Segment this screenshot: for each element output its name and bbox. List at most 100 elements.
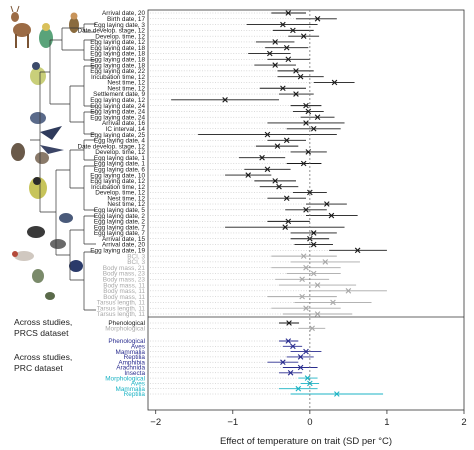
estimate-marker	[300, 253, 307, 259]
estimate-marker	[286, 320, 292, 326]
estimate-marker	[264, 131, 271, 138]
row-label: Egg laying date, 24	[90, 114, 145, 121]
estimate-marker	[300, 160, 307, 167]
estimate-marker	[259, 154, 265, 161]
estimate-marker	[314, 282, 321, 288]
row-label: BCI, 3	[127, 259, 145, 266]
row-label: Body mass, 11	[103, 288, 145, 295]
estimate-marker	[303, 305, 309, 312]
row-label: Tarsus length, 11	[97, 305, 146, 312]
estimate-marker	[331, 79, 338, 86]
row-label: Insecta	[124, 370, 145, 377]
x-tick-label: 2	[461, 417, 466, 428]
row-label: Egg laying date, 3	[94, 22, 146, 29]
estimate-marker	[276, 183, 282, 190]
estimate-marker	[293, 68, 299, 74]
row-label: Egg laying date, 18	[90, 62, 145, 69]
row-label: BCI, 3	[127, 253, 145, 260]
estimate-marker	[322, 259, 329, 265]
row-label: Egg laying date, 7	[94, 230, 146, 237]
row-label: Birth date, 17	[107, 16, 145, 23]
row-label: IC interval, 14	[106, 126, 146, 133]
estimate-marker	[287, 370, 294, 376]
estimate-marker	[305, 108, 312, 115]
estimate-marker	[330, 299, 336, 306]
plot-frame	[147, 9, 465, 411]
row-label: Body mass, 11	[103, 282, 145, 289]
estimate-marker	[314, 114, 321, 120]
row-label: Date develop. stage, 12	[77, 143, 145, 150]
row-label: Egg laying date, 22	[90, 68, 145, 75]
row-label: Body mass, 21	[103, 265, 146, 272]
estimate-marker	[285, 338, 292, 344]
row-label: Egg laying date, 2	[94, 219, 146, 226]
row-label: Phenological	[108, 320, 145, 327]
row-label: Egg laying date, 1	[94, 161, 146, 168]
x-tick-label: 1	[384, 417, 389, 428]
estimate-marker	[297, 73, 304, 80]
row-label: Egg laying date, 19	[90, 248, 145, 255]
estimate-marker	[303, 207, 309, 213]
estimate-marker	[303, 348, 309, 355]
row-label: Develop. time, 12	[95, 149, 145, 156]
estimate-marker	[245, 172, 251, 178]
row-label: Egg laying date, 4	[94, 138, 146, 145]
row-label: Morphological	[105, 375, 145, 382]
row-label: Egg laying date, 24	[90, 109, 145, 116]
x-tick-label: −2	[150, 417, 161, 428]
estimate-marker	[280, 21, 286, 28]
kingfisher-icon	[69, 12, 79, 33]
row-label: Mammalia	[116, 349, 146, 356]
row-label: Egg laying date, 6	[94, 166, 146, 173]
squirrel-icon	[11, 143, 49, 164]
row-label: Develop. time, 12	[95, 190, 145, 197]
section-label-prcs: Across studies, PRCS dataset	[14, 317, 75, 338]
bee-eater-icon	[39, 23, 53, 48]
crane-icon	[32, 269, 55, 300]
swallow-icon	[40, 126, 64, 154]
estimate-marker	[309, 325, 315, 332]
estimate-marker	[283, 137, 290, 144]
estimate-marker	[310, 230, 317, 236]
estimate-marker	[272, 39, 278, 45]
estimate-marker	[290, 343, 296, 350]
row-label: Body mass, 11	[103, 294, 145, 301]
estimate-marker	[272, 178, 278, 184]
estimate-marker	[280, 85, 286, 92]
row-label: Incubation time, 12	[91, 184, 145, 191]
row-label: Nest time, 12	[107, 80, 145, 87]
estimate-marker	[345, 288, 352, 294]
estimate-marker	[282, 224, 288, 230]
row-label: Reptilia	[124, 354, 146, 361]
row-label: Aves	[131, 344, 145, 351]
row-label: Egg laying date, 18	[90, 51, 145, 58]
estimate-marker	[290, 27, 296, 34]
estimate-marker	[285, 218, 292, 225]
row-label: Arrival date, 20	[102, 10, 145, 17]
estimate-marker	[266, 50, 273, 57]
estimate-marker	[307, 189, 313, 196]
tit-icon	[30, 62, 46, 124]
row-label: Morphological	[105, 326, 145, 333]
row-label: Incubation time, 12	[91, 74, 145, 81]
row-label: Egg laying date, 1	[94, 155, 146, 162]
row-label: Arachnida	[116, 365, 145, 372]
section-label-prcs-line1: Across studies,	[14, 317, 72, 327]
row-label: Egg laying date, 24	[90, 103, 145, 110]
estimate-marker	[297, 354, 304, 360]
row-label: Phenological	[108, 338, 145, 345]
estimate-marker	[297, 364, 304, 371]
estimate-marker	[295, 385, 302, 392]
row-label: Nest time, 12	[107, 201, 145, 208]
estimate-marker	[310, 270, 317, 277]
row-label: Egg laying date, 12	[90, 97, 145, 104]
row-label: Arrival date, 20	[102, 242, 145, 249]
row-label: Egg laying date, 12	[90, 178, 145, 185]
row-label: Date develop. stage, 12	[77, 28, 145, 35]
estimate-marker	[222, 97, 228, 103]
estimate-marker	[299, 293, 305, 300]
estimate-marker	[264, 166, 271, 173]
estimate-marker	[314, 15, 321, 22]
